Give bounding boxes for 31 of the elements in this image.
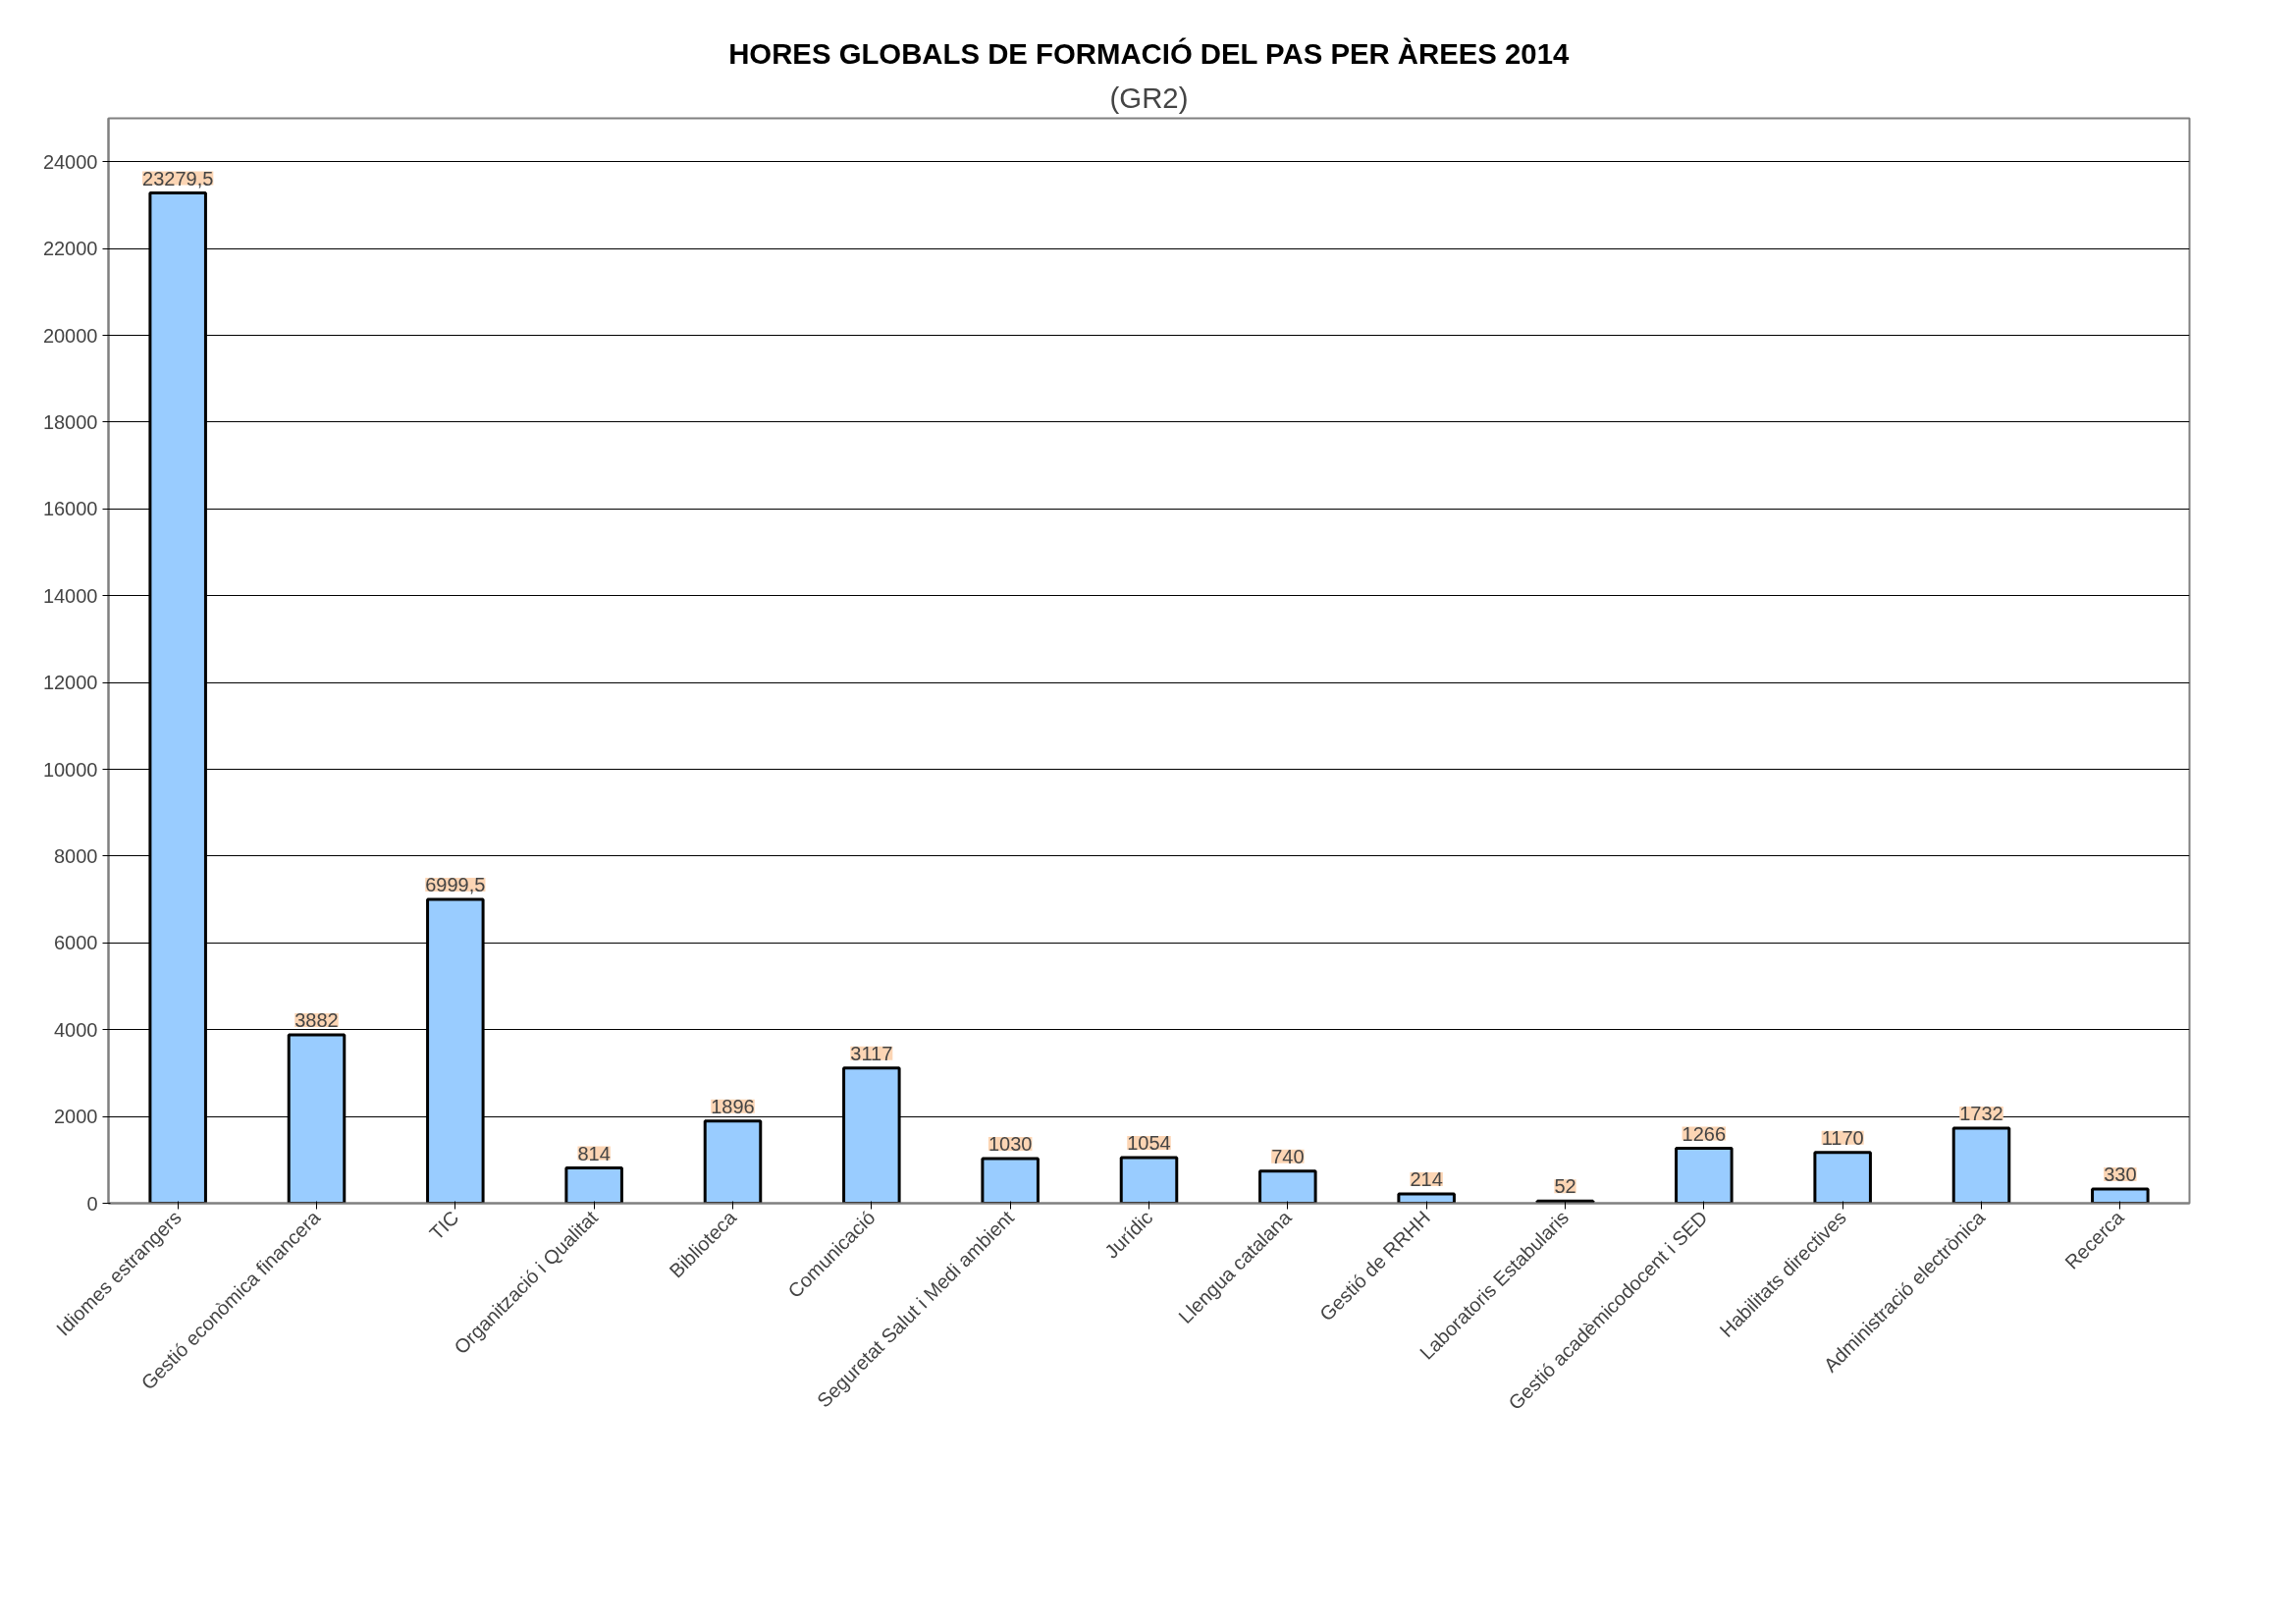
- y-tick-label: 22000: [42, 238, 98, 260]
- x-tick-label: TIC: [425, 1206, 463, 1245]
- data-label: 740: [1271, 1145, 1305, 1167]
- y-tick-label: 0: [86, 1192, 98, 1215]
- data-label: 6999,5: [425, 874, 486, 896]
- data-label: 330: [2104, 1163, 2137, 1185]
- data-label: 214: [1410, 1168, 1443, 1191]
- data-label: 1266: [1682, 1122, 1727, 1145]
- y-tick-label: 6000: [54, 932, 98, 954]
- data-label: 3117: [850, 1042, 893, 1064]
- y-tick-label: 12000: [42, 672, 98, 694]
- data-label: 1732: [1959, 1102, 2003, 1124]
- data-label: 1896: [711, 1095, 755, 1117]
- data-label: 3882: [294, 1008, 339, 1031]
- data-label: 1030: [988, 1132, 1033, 1155]
- y-tick-label: 16000: [42, 498, 98, 520]
- y-tick-label: 4000: [54, 1018, 98, 1041]
- chart-subtitle: (GR2): [1109, 81, 1189, 114]
- y-tick-label: 8000: [54, 844, 98, 867]
- data-label: 1054: [1127, 1131, 1171, 1154]
- data-label: 52: [1554, 1175, 1576, 1198]
- y-tick-label: 18000: [42, 410, 98, 433]
- y-tick-label: 2000: [54, 1106, 98, 1128]
- y-tick-label: 20000: [42, 324, 98, 347]
- chart-title: HORES GLOBALS DE FORMACIÓ DEL PAS PER ÀREES 2014: [728, 36, 1570, 70]
- data-label: 23279,5: [142, 167, 214, 189]
- data-label: 814: [577, 1142, 611, 1164]
- data-label: 1170: [1821, 1126, 1864, 1149]
- y-tick-label: 14000: [42, 584, 98, 607]
- y-tick-label: 10000: [42, 758, 98, 781]
- y-tick-label: 24000: [42, 150, 98, 173]
